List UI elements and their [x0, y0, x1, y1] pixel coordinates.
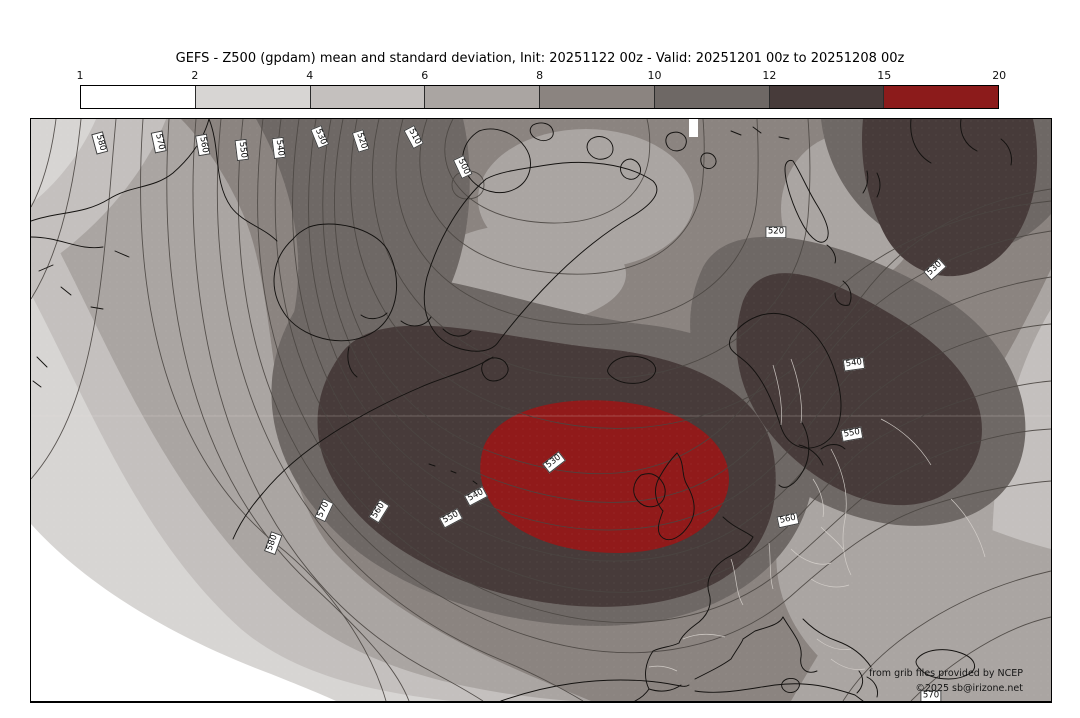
colorbar-tick: 2 [191, 69, 199, 82]
map-panel: 580 570 560 550 540 530 520 510 500 520 530 540 550 5… [30, 118, 1052, 703]
stddev-shading [31, 119, 1051, 701]
colorbar-tick: 15 [877, 69, 892, 82]
z500-contours [31, 119, 1051, 701]
attribution-ncep: from grib files provided by NCEP [868, 668, 1023, 679]
contour-label: 550 [234, 138, 250, 162]
map-canvas [31, 119, 1051, 701]
contour-label: 570 [920, 690, 942, 701]
country-borders [648, 358, 986, 672]
colorbar-segment [81, 86, 196, 108]
coastlines [31, 119, 1012, 701]
colorbar-tick: 20 [992, 69, 1007, 82]
colorbar-segment [769, 86, 885, 108]
colorbar-tick: 4 [306, 69, 314, 82]
colorbar-segment [540, 86, 655, 108]
colorbar-segment [425, 86, 540, 108]
contour-label: 540 [271, 136, 287, 160]
contour-label: 520 [765, 226, 787, 238]
colorbar [80, 85, 999, 109]
colorbar-tick: 10 [647, 69, 662, 82]
chart-title: GEFS - Z500 (gpdam) mean and standard de… [175, 51, 905, 66]
attribution-copyright: ©2025 sb@irizone.net [915, 683, 1023, 694]
colorbar-tick: 6 [421, 69, 429, 82]
colorbar-segment [310, 86, 426, 108]
colorbar-segment [654, 86, 770, 108]
colorbar-tick: 1 [76, 69, 84, 82]
colorbar-tick: 8 [536, 69, 544, 82]
top-edge-notch [689, 119, 698, 137]
colorbar-segment [195, 86, 311, 108]
colorbar-segment [884, 86, 998, 108]
colorbar-tick: 12 [762, 69, 777, 82]
